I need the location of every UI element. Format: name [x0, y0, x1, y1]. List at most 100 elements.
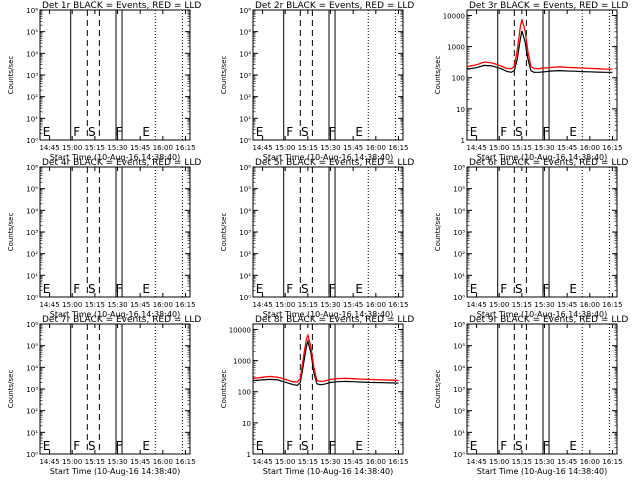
y-tick-label: 10⁴ [453, 207, 465, 215]
x-tick-label: 15:45 [130, 458, 150, 466]
x-tick-label: 15:30 [534, 301, 554, 309]
y-axis-label: Counts/sec [434, 370, 442, 409]
y-axis-label: Counts/sec [7, 370, 15, 409]
x-axis-label: Start Time (10-Aug-16 14:38:40) [263, 310, 394, 319]
y-tick-label: 10⁴ [239, 50, 251, 58]
x-tick-label: 15:00 [62, 458, 82, 466]
y-tick-label: 1000 [233, 358, 251, 366]
plot-frame [466, 166, 618, 298]
x-tick-label: 14:45 [466, 301, 486, 309]
x-tick-label: 15:45 [557, 458, 577, 466]
x-tick-label: 16:15 [602, 458, 622, 466]
region-label: E [43, 439, 51, 453]
x-tick-label: 15:00 [489, 301, 509, 309]
x-tick-label: 16:00 [366, 144, 386, 152]
chart-title: Det 2r BLACK = Events, RED = LLD [255, 1, 414, 11]
x-tick-label: 16:15 [175, 144, 195, 152]
y-tick-label: 100 [238, 389, 251, 397]
region-label: S [88, 439, 96, 453]
x-tick-label: 15:30 [320, 458, 340, 466]
x-tick-label: 16:15 [175, 458, 195, 466]
region-label: F [73, 282, 80, 296]
x-tick-label: 16:00 [580, 144, 600, 152]
x-tick-label: 15:15 [85, 144, 105, 152]
region-label: F [116, 282, 123, 296]
x-tick-label: 15:30 [534, 144, 554, 152]
y-tick-label: 10 [456, 106, 465, 114]
x-tick-label: 14:45 [466, 144, 486, 152]
region-label: E [142, 282, 150, 296]
y-tick-label: 10⁴ [239, 207, 251, 215]
chart-panel-3: Det 3r BLACK = Events, RED = LLD Counts/s… [434, 1, 628, 162]
region-label: E [142, 125, 150, 139]
region-label: F [286, 125, 293, 139]
chart-title: Det 6r BLACK = Events, RED = LLD [469, 158, 628, 168]
x-axis-label: Start Time (10-Aug-16 14:38:40) [50, 310, 181, 319]
y-tick-label: 100 [452, 75, 465, 83]
region-label: S [88, 282, 96, 296]
y-tick-label: 10⁰ [453, 294, 465, 302]
y-tick-label: 10⁶ [239, 7, 251, 15]
y-tick-label: 10⁰ [26, 294, 38, 302]
region-label: S [301, 439, 309, 453]
region-label: F [543, 125, 550, 139]
region-label: E [569, 439, 577, 453]
x-tick-label: 15:45 [557, 144, 577, 152]
lld-rate-line [467, 19, 613, 70]
x-tick-label: 15:00 [275, 458, 295, 466]
x-tick-label: 16:15 [602, 301, 622, 309]
chart-panel-4: Det 4r BLACK = Events, RED = LLD Counts/s… [7, 158, 201, 319]
y-axis-label: Counts/sec [434, 213, 442, 252]
lld-rate-line [253, 333, 399, 383]
chart-title: Det 8r BLACK = Events, RED = LLD [255, 315, 414, 325]
region-label: E [355, 282, 363, 296]
y-tick-label: 10¹ [239, 115, 251, 123]
region-label: E [470, 125, 478, 139]
chart-title: Det 5r BLACK = Events, RED = LLD [255, 158, 414, 168]
y-tick-label: 10³ [453, 229, 465, 237]
chart-title: Det 1r BLACK = Events, RED = LLD [42, 1, 201, 11]
y-tick-label: 10³ [453, 386, 465, 394]
x-tick-label: 15:15 [298, 301, 318, 309]
event-rate-line [467, 30, 613, 73]
y-tick-label: 10000 [443, 12, 465, 20]
x-axis-label: Start Time (10-Aug-16 14:38:40) [50, 153, 181, 162]
region-label: F [329, 282, 336, 296]
plot-frame [39, 166, 191, 298]
x-tick-label: 14:45 [39, 301, 59, 309]
region-label: E [355, 125, 363, 139]
region-label: S [515, 125, 523, 139]
region-label: F [329, 439, 336, 453]
x-tick-label: 15:30 [107, 458, 127, 466]
y-tick-label: 10000 [229, 326, 251, 334]
x-tick-label: 16:00 [153, 301, 173, 309]
plot-frame [252, 9, 404, 141]
region-label: S [301, 282, 309, 296]
y-tick-label: 10² [26, 251, 38, 259]
region-label: F [286, 439, 293, 453]
x-tick-label: 14:45 [252, 301, 272, 309]
x-tick-label: 16:00 [366, 458, 386, 466]
y-tick-label: 10⁴ [26, 207, 38, 215]
y-tick-label: 10⁰ [239, 137, 251, 145]
chart-panel-6: Det 6r BLACK = Events, RED = LLD Counts/s… [434, 158, 628, 319]
x-tick-label: 15:45 [130, 144, 150, 152]
x-axis-label: Start Time (10-Aug-16 14:38:40) [263, 467, 394, 476]
x-tick-label: 15:30 [534, 458, 554, 466]
region-label: E [256, 125, 264, 139]
x-tick-label: 16:00 [153, 458, 173, 466]
chart-title: Det 7r BLACK = Events, RED = LLD [42, 315, 201, 325]
y-tick-label: 10³ [239, 72, 251, 80]
y-tick-label: 10¹ [239, 272, 251, 280]
x-tick-label: 15:15 [85, 301, 105, 309]
region-label: F [500, 125, 507, 139]
plot-frame [466, 323, 618, 455]
y-tick-label: 10¹ [26, 429, 38, 437]
x-axis-label: Start Time (10-Aug-16 14:38:40) [50, 467, 181, 476]
y-tick-label: 10⁰ [453, 451, 465, 459]
x-tick-label: 15:30 [107, 144, 127, 152]
y-tick-label: 10³ [26, 386, 38, 394]
y-tick-label: 10⁰ [26, 451, 38, 459]
x-tick-label: 15:00 [62, 301, 82, 309]
y-tick-label: 10⁰ [239, 294, 251, 302]
